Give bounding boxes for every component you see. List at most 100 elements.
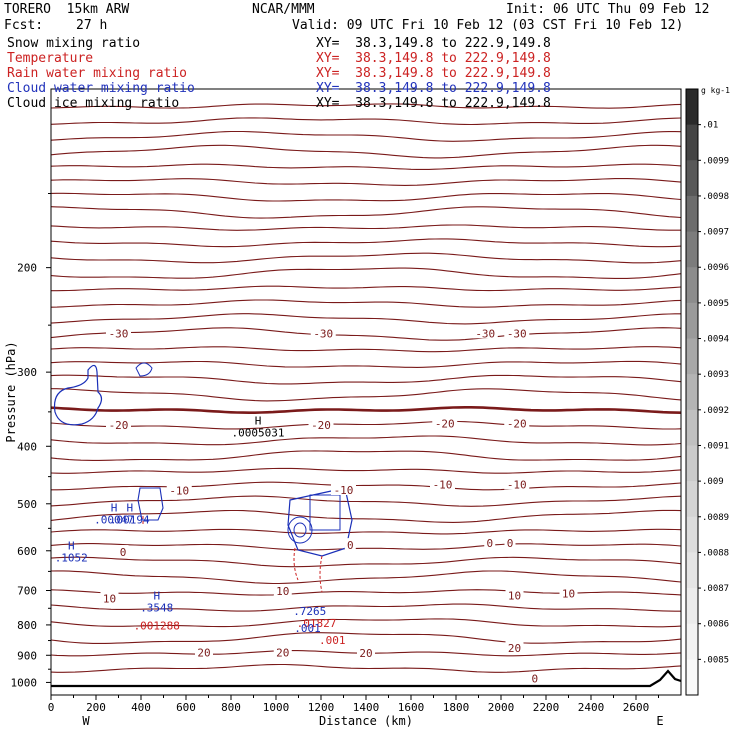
isotherm-line: [51, 467, 681, 474]
x-tick-label: 1600: [398, 701, 425, 714]
isotherm-label: 0: [531, 673, 538, 686]
isotherm-line: [51, 130, 681, 142]
colorbar-label: .0096: [702, 263, 729, 273]
isotherm-label-bg: [529, 671, 541, 684]
x-tick-label: 1400: [353, 701, 380, 714]
extremum-marker: H: [126, 502, 133, 515]
y-tick-label: 300: [17, 366, 37, 379]
isotherm-line: [51, 117, 681, 126]
isotherm-label: -20: [507, 417, 527, 430]
cloud-water-contour: [135, 362, 153, 377]
surface-terrain: [51, 669, 682, 688]
valid-time: Valid: 09 UTC Fri 10 Feb 12 (03 CST Fri …: [292, 18, 684, 33]
center-title: NCAR/MMM: [252, 2, 315, 17]
x-tick-label: 1000: [263, 701, 290, 714]
colorbar-swatch: [686, 374, 698, 411]
isotherm-label-bg: [504, 416, 530, 429]
isotherm-label: -10: [507, 479, 527, 492]
colorbar-swatch: [686, 659, 698, 696]
colorbar-swatch: [686, 231, 698, 268]
isotherm-label: -20: [109, 419, 129, 432]
colorbar-label: .0093: [702, 370, 729, 380]
field-xy-rain: XY= 38.3,149.8 to 222.9,149.8: [316, 66, 551, 81]
isotherm-label: 10: [562, 587, 575, 600]
model-title: TORERO 15km ARW: [4, 2, 130, 17]
isotherm-line: [51, 570, 681, 585]
isotherm-label: -10: [433, 479, 453, 492]
isotherm-label-bg: [472, 326, 498, 339]
extremum-value: .001288: [134, 620, 180, 633]
isotherm-line: [51, 103, 681, 109]
isotherm-line: [51, 589, 681, 596]
colorbar-label: .0097: [702, 228, 729, 238]
isotherm-label-bg: [505, 641, 524, 654]
isotherm-label: -30: [507, 327, 527, 340]
colorbar-label: .0086: [702, 620, 729, 630]
x-tick-label: 200: [86, 701, 106, 714]
isotherm-label: 0: [507, 537, 514, 550]
colorbar: .01 .0099 .0098 .0097 .0096 .0095 .0094 .0093 .0…: [685, 86, 730, 696]
init-time: Init: 06 UTC Thu 09 Feb 12: [506, 2, 710, 17]
isotherm-label: 10: [276, 585, 289, 598]
isotherm-line: [51, 543, 681, 551]
isotherm-line: [51, 267, 681, 279]
cloud-water-contour: [137, 487, 164, 521]
isotherm-label: 20: [508, 642, 521, 655]
colorbar-swatch: [686, 160, 698, 197]
y-tick-label: 500: [17, 498, 37, 511]
isotherm-line: [51, 618, 681, 628]
isotherm-0c: [51, 406, 681, 414]
field-xy-temperature: XY= 38.3,149.8 to 222.9,149.8: [316, 51, 551, 66]
moisture-contours: [53, 362, 353, 593]
colorbar-label: .0085: [702, 655, 729, 665]
field-name-snow: Snow mixing ratio: [7, 36, 141, 51]
extremum-value: .00194: [110, 514, 150, 527]
x-tick-label: 1800: [443, 701, 470, 714]
y-axis-title: Pressure (hPa): [4, 341, 18, 442]
isotherm-label-bg: [504, 535, 516, 548]
y-tick-label: 400: [17, 440, 37, 453]
cloud-water-contour: [287, 516, 313, 544]
x-tick-label: 1200: [308, 701, 335, 714]
extremum-value: .001: [319, 634, 346, 647]
isotherm-label: 0: [486, 537, 493, 550]
fcst-value: 27 h: [76, 18, 108, 33]
isotherm-label-bg: [310, 326, 336, 339]
isotherm-label: -10: [334, 484, 354, 497]
isotherm-label: 20: [197, 646, 210, 659]
colorbar-frame: [685, 88, 699, 696]
colorbar-label: .0099: [702, 156, 729, 166]
colorbar-swatch: [686, 623, 698, 660]
cloud-water-contour: [53, 364, 103, 426]
colorbar-swatch: [686, 124, 698, 161]
y-tick-label: 200: [17, 262, 37, 275]
field-name-cloud-water: Cloud water mixing ratio: [7, 81, 195, 96]
isotherm-label: 20: [276, 646, 289, 659]
isotherm-line: [51, 435, 681, 446]
colorbar-label: .0089: [702, 513, 729, 523]
isotherm-line: [51, 420, 681, 430]
extremum-marker: H: [111, 502, 118, 515]
colorbar-units: g kg-1: [701, 86, 730, 95]
isotherm-label: 10: [103, 592, 116, 605]
isotherm-line: [51, 252, 681, 264]
x-tick-label: 2400: [578, 701, 605, 714]
isotherm-label: -10: [169, 485, 189, 498]
rain-water-contour: [319, 555, 323, 593]
terrain-line: [51, 669, 682, 688]
isotherm-line: [51, 346, 681, 353]
isotherm-label-bg: [106, 326, 131, 339]
isotherm-line: [51, 556, 681, 568]
colorbar-swatch: [686, 338, 698, 375]
isotherm-label-bg: [273, 584, 292, 597]
y-tick-label: 600: [17, 545, 37, 558]
isotherm-label: -20: [435, 417, 455, 430]
cloud-water-contour: [293, 522, 307, 538]
isotherm-line: [51, 285, 681, 292]
isotherm-label-bg: [117, 545, 129, 558]
y-tick-label: 900: [17, 649, 37, 662]
colorbar-label: .0095: [702, 299, 729, 309]
isotherm-line: [51, 299, 681, 308]
field-xy-cloud-ice: XY= 38.3,149.8 to 222.9,149.8: [316, 96, 551, 111]
isotherm-line: [51, 603, 681, 612]
